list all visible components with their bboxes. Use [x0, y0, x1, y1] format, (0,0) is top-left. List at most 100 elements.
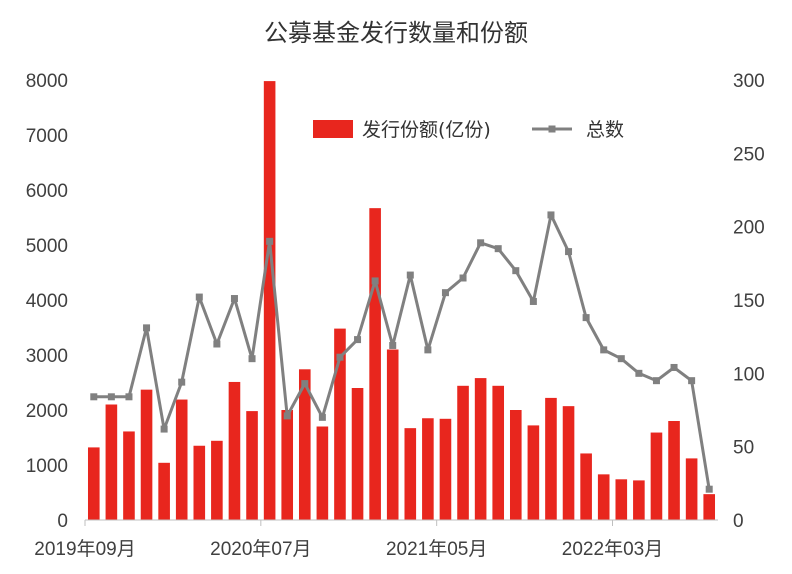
line-point — [441, 289, 449, 297]
line-point — [424, 346, 432, 354]
line-point — [547, 211, 555, 219]
right-tick-label: 200 — [733, 218, 765, 239]
bar — [228, 381, 241, 520]
x-tick-label: 2022年03月 — [562, 538, 663, 560]
left-tick-label: 3000 — [26, 346, 68, 367]
left-tick-label: 7000 — [26, 126, 68, 147]
bar — [87, 447, 100, 520]
left-tick-label: 8000 — [26, 71, 68, 92]
right-tick-label: 0 — [733, 511, 744, 532]
bar — [633, 480, 645, 520]
bar — [263, 81, 276, 520]
bar — [685, 458, 698, 520]
left-tick-label: 0 — [57, 511, 68, 532]
line-point — [670, 363, 678, 371]
line-point — [301, 380, 309, 388]
line-point — [512, 267, 520, 275]
line-point — [529, 297, 537, 305]
bar — [545, 397, 557, 520]
bar — [105, 404, 118, 520]
bar — [316, 426, 329, 520]
bar — [386, 349, 399, 520]
line-point — [389, 341, 397, 349]
right-tick-label: 100 — [733, 364, 765, 385]
line-point — [617, 355, 625, 363]
bar — [492, 385, 505, 520]
right-axis: 0 50 100 150 200 250 300 — [733, 71, 765, 532]
bar — [211, 440, 223, 520]
bar — [158, 462, 170, 520]
left-tick-label: 5000 — [26, 236, 68, 257]
line-point — [494, 245, 502, 253]
bar — [404, 428, 417, 520]
line-point — [652, 377, 660, 385]
bar — [369, 208, 381, 520]
legend-swatch-marker — [548, 125, 556, 133]
line-series — [90, 211, 713, 493]
line-point — [688, 377, 696, 385]
bar — [509, 410, 522, 520]
bar — [351, 388, 364, 520]
line-point — [582, 314, 590, 322]
legend-label-line: 总数 — [586, 119, 624, 141]
line-point — [90, 393, 98, 401]
line-point — [107, 393, 115, 401]
line-point — [266, 237, 274, 245]
bar — [140, 389, 153, 520]
line-point — [318, 413, 326, 421]
x-tick-label: 2020年07月 — [210, 538, 311, 560]
bar — [298, 369, 311, 520]
bar — [281, 410, 294, 520]
bar — [580, 453, 592, 520]
bar-series — [87, 81, 716, 520]
left-tick-label: 2000 — [26, 401, 68, 422]
line-point — [336, 353, 344, 361]
bar — [668, 421, 680, 520]
bar — [474, 378, 487, 520]
line-point — [283, 412, 291, 420]
right-tick-label: 150 — [733, 291, 765, 312]
line-point — [477, 239, 485, 247]
line-point — [178, 378, 186, 386]
bar — [439, 418, 452, 520]
line-point — [230, 295, 238, 303]
line-point — [459, 274, 467, 282]
right-tick-label: 250 — [733, 144, 765, 165]
left-tick-label: 6000 — [26, 181, 68, 202]
line-point — [371, 277, 379, 285]
bar — [334, 328, 346, 520]
left-tick-label: 4000 — [26, 291, 68, 312]
bar — [457, 385, 469, 520]
line-point — [248, 355, 256, 363]
x-tick-label: 2019年09月 — [34, 538, 135, 560]
line-point — [565, 248, 573, 256]
left-axis: 0 1000 2000 3000 4000 5000 6000 7000 8000 — [26, 71, 68, 532]
bar — [246, 411, 258, 520]
line-point — [143, 324, 151, 332]
line-point — [195, 293, 203, 301]
line-point — [354, 336, 362, 344]
legend: 发行份额(亿份) 总数 — [313, 119, 624, 141]
bar — [703, 494, 716, 520]
chart-title: 公募基金发行数量和份额 — [264, 19, 528, 47]
left-tick-label: 1000 — [26, 456, 68, 477]
bar — [422, 418, 434, 520]
line-point — [125, 393, 133, 401]
line-point — [160, 425, 168, 433]
bar — [615, 479, 628, 520]
bar — [123, 431, 135, 520]
line-point — [635, 369, 643, 377]
right-tick-label: 300 — [733, 71, 765, 92]
bar — [650, 432, 663, 520]
line-point — [600, 346, 608, 354]
legend-swatch-bar — [313, 120, 353, 138]
right-tick-label: 50 — [733, 438, 754, 459]
line-point — [705, 485, 713, 493]
x-tick-label: 2021年05月 — [386, 538, 487, 560]
legend-label-bar: 发行份额(亿份) — [362, 119, 491, 141]
bar — [193, 445, 206, 520]
x-axis: 2019年09月 2020年07月 2021年05月 2022年03月 — [34, 520, 663, 560]
bar — [562, 406, 575, 520]
bar — [597, 474, 610, 520]
